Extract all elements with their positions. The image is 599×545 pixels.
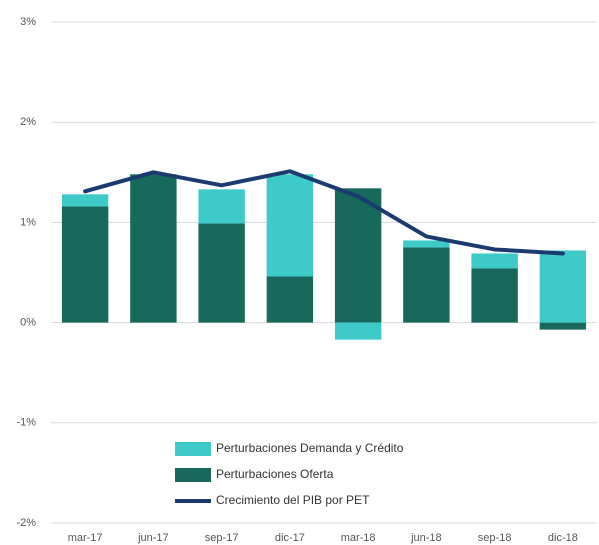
bar-segment (61, 206, 109, 323)
bar-segment (198, 223, 245, 323)
x-tick-label: jun-17 (137, 532, 169, 544)
x-tick-label: mar-18 (341, 532, 376, 544)
bar-segment (198, 189, 245, 224)
x-tick-label: jun-18 (410, 532, 442, 544)
x-tick-label: dic-18 (548, 532, 578, 544)
legend-swatch (175, 442, 211, 456)
x-tick-label: mar-17 (68, 532, 103, 544)
bar-segment (471, 253, 518, 269)
legend-label: Perturbaciones Oferta (216, 467, 334, 481)
y-tick-label: 1% (20, 216, 36, 228)
bar-segment (539, 250, 587, 323)
x-tick-label: dic-17 (275, 532, 305, 544)
bar-segment (130, 174, 177, 323)
bar-segment (471, 268, 518, 323)
y-tick-label: 2% (20, 116, 36, 128)
y-tick-label: 3% (20, 16, 36, 28)
x-tick-label: sep-18 (478, 532, 512, 544)
bar-segment (61, 194, 109, 207)
legend-label: Crecimiento del PIB por PET (216, 493, 370, 507)
bar-segment (334, 188, 382, 323)
x-tick-label: sep-17 (205, 532, 239, 544)
legend-label: Perturbaciones Demanda y Crédito (216, 441, 404, 455)
bar-segment (539, 322, 587, 330)
y-tick-label: -2% (16, 517, 36, 529)
line-series (83, 169, 565, 256)
y-tick-label: 0% (20, 317, 36, 329)
legend-swatch (175, 468, 211, 482)
bar-segment (403, 240, 450, 248)
bar-segment (266, 174, 314, 277)
bar-segment (266, 276, 314, 323)
bar-segment (334, 322, 382, 340)
y-tick-label: -1% (16, 417, 36, 429)
bar-segment (403, 247, 450, 323)
